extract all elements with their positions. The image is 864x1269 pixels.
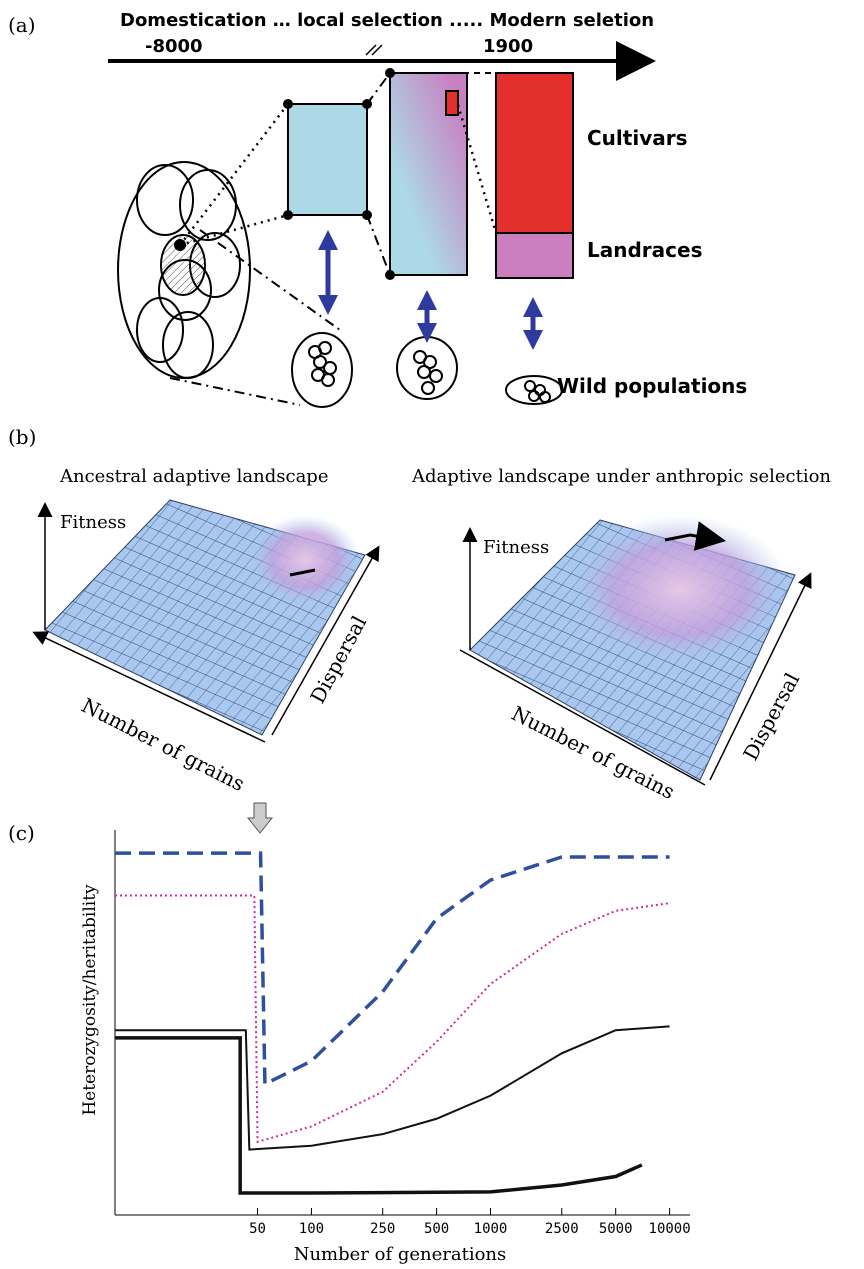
fitness-label: Fitness — [483, 537, 549, 558]
x-axis-label: Number of generations — [294, 1244, 507, 1265]
line-series — [115, 1026, 670, 1149]
landscape-title: Adaptive landscape under anthropic selec… — [411, 466, 831, 487]
figure: (a) Domestication … local selection ....… — [0, 0, 864, 1269]
x-tick-label: 10000 — [649, 1221, 691, 1237]
axis-break — [366, 45, 382, 55]
x-tick-label: 50 — [249, 1221, 266, 1237]
fitness-label: Fitness — [60, 512, 126, 533]
cultivars-label: Cultivars — [587, 126, 688, 150]
timeline-title: Domestication … local selection ..... Mo… — [120, 10, 654, 31]
panel-c: (c) Number of generations Heterozygosity… — [8, 803, 691, 1265]
panel-label: (a) — [8, 13, 36, 37]
x-tick-label: 5000 — [599, 1221, 633, 1237]
panel-label: (c) — [8, 821, 35, 845]
line-series — [115, 1038, 642, 1193]
wild-label: Wild populations — [557, 374, 747, 398]
x-tick-label: 1000 — [474, 1221, 508, 1237]
stage-box — [288, 104, 367, 215]
event-arrow — [248, 803, 272, 833]
year-label: 1900 — [483, 36, 533, 57]
panel-label: (b) — [8, 425, 36, 449]
landrace-box — [496, 233, 573, 278]
line-series — [115, 895, 670, 1141]
fitness-peak — [250, 515, 360, 605]
x-tick-label: 100 — [299, 1221, 324, 1237]
cultivar-box — [496, 73, 573, 233]
line-series — [115, 853, 670, 1084]
year-label: -8000 — [145, 36, 203, 57]
landscape-title: Ancestral adaptive landscape — [59, 466, 328, 487]
panel-a: (a) Domestication … local selection ....… — [8, 10, 747, 407]
panel-b: (b) Ancestral adaptive landscape Adaptiv… — [8, 425, 831, 804]
y-axis-label: Heterozygosity/heritability — [80, 884, 100, 1116]
x-tick-label: 500 — [424, 1221, 449, 1237]
cultivar-box — [446, 91, 458, 115]
dispersal-label: Dispersal — [738, 669, 804, 765]
landraces-label: Landraces — [587, 238, 702, 262]
x-tick-label: 2500 — [545, 1221, 579, 1237]
x-tick-label: 250 — [370, 1221, 395, 1237]
